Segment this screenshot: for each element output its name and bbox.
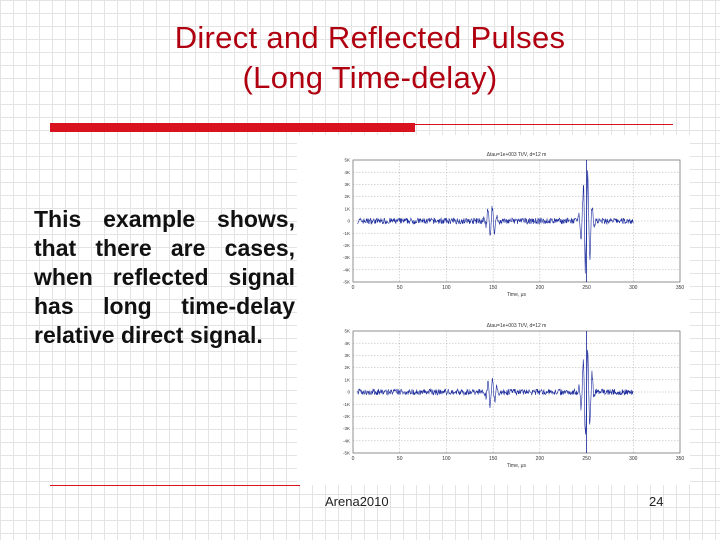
- x-tick-label: 300: [629, 456, 638, 462]
- figure-panel: Δtau=1e+003 Tt/V, d=12 m 0 50 100 150 200 250 3…: [297, 135, 690, 485]
- x-axis-label: Time, μs: [507, 292, 527, 298]
- x-tick-label: 250: [582, 285, 591, 291]
- signal-trace: [357, 349, 634, 435]
- y-tick-label: 4K: [344, 341, 350, 346]
- slide-title: Direct and Reflected Pulses (Long Time-d…: [60, 18, 680, 98]
- x-tick-label: 150: [489, 456, 498, 462]
- y-tick-label: 2K: [344, 194, 350, 199]
- y-tick-label: -2K: [343, 414, 350, 419]
- y-tick-label: -1K: [343, 402, 350, 407]
- x-tick-label: 100: [442, 456, 451, 462]
- y-tick-label: 5K: [344, 158, 350, 163]
- x-tick-label: 250: [582, 456, 591, 462]
- plot-title: Δtau=1e+003 Tt/V, d=12 m: [487, 152, 547, 158]
- x-tick-label: 50: [397, 285, 403, 291]
- x-tick-label: 350: [676, 456, 685, 462]
- pulse-plots: Δtau=1e+003 Tt/V, d=12 m 0 50 100 150 200 250 3…: [343, 152, 684, 469]
- y-tick-label: -2K: [343, 243, 350, 248]
- y-tick-label: 4K: [344, 170, 350, 175]
- y-tick-label: 1K: [344, 377, 350, 382]
- y-tick-label: -5K: [343, 280, 350, 285]
- y-tick-label: -3K: [343, 426, 350, 431]
- x-tick-label: 150: [489, 285, 498, 291]
- y-tick-label: 3K: [344, 353, 350, 358]
- y-tick-label: -3K: [343, 255, 350, 260]
- y-tick-label: 1K: [344, 206, 350, 211]
- y-tick-label: 5K: [344, 329, 350, 334]
- y-tick-label: 3K: [344, 182, 350, 187]
- footer-source: Arena2010: [325, 494, 389, 509]
- plot-1: Δtau=1e+003 Tt/V, d=12 m 0 50 100 150 200 250 3…: [343, 152, 684, 298]
- plot-2: Δtau=1e+003 Tt/V, d=12 m 0 50 100 150 200 250 3…: [343, 323, 684, 469]
- y-tick-label: 0: [347, 390, 350, 395]
- y-tick-label: -5K: [343, 451, 350, 456]
- y-tick-label: 0: [347, 219, 350, 224]
- footer-rule: [50, 485, 300, 486]
- y-tick-label: 2K: [344, 365, 350, 370]
- x-tick-label: 0: [352, 285, 355, 291]
- x-tick-label: 200: [536, 285, 545, 291]
- x-tick-label: 350: [676, 285, 685, 291]
- y-tick-label: -1K: [343, 231, 350, 236]
- x-tick-label: 300: [629, 285, 638, 291]
- slide-title-line-2: (Long Time-delay): [242, 60, 498, 95]
- slide-title-line-1: Direct and Reflected Pulses: [174, 20, 566, 55]
- x-tick-label: 100: [442, 285, 451, 291]
- page-number: 24: [649, 494, 664, 509]
- slide-body-text: This example shows, that there are cases…: [34, 206, 295, 348]
- title-accent-bar: [50, 123, 415, 132]
- plot-title: Δtau=1e+003 Tt/V, d=12 m: [487, 323, 547, 329]
- title-accent-rule: [415, 124, 673, 125]
- x-tick-label: 200: [536, 456, 545, 462]
- y-tick-label: -4K: [343, 438, 350, 443]
- x-axis-label: Time, μs: [507, 463, 527, 469]
- signal-trace: [357, 170, 634, 274]
- x-tick-label: 50: [397, 456, 403, 462]
- y-tick-label: -4K: [343, 267, 350, 272]
- x-tick-label: 0: [352, 456, 355, 462]
